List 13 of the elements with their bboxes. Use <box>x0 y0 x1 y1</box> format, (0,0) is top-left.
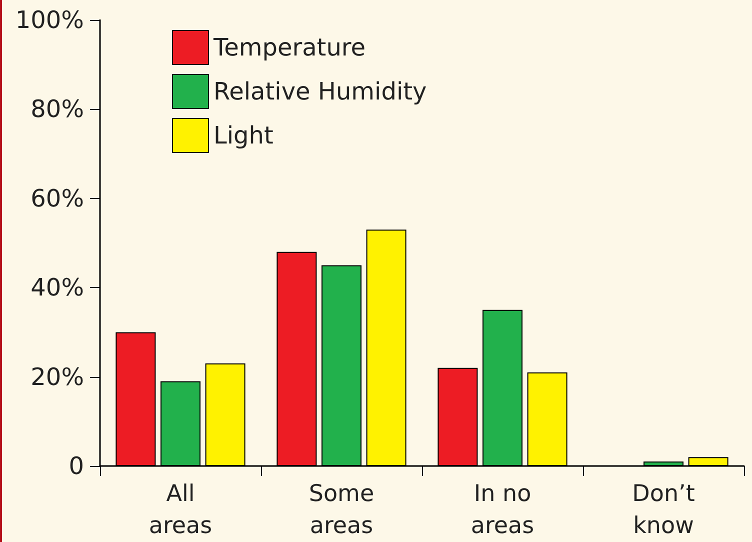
x-tick-label: In no areas <box>470 481 534 539</box>
y-tick-label: 80% <box>30 95 84 124</box>
y-tick-label: 40% <box>30 274 84 302</box>
y-tick-label: 100% <box>15 6 84 34</box>
y-tick-label: 60% <box>30 184 84 212</box>
y-tick-label: 0 <box>68 452 84 480</box>
legend-label: Relative Humidity <box>214 78 427 106</box>
legend-label: Temperature <box>212 34 366 62</box>
x-tick-label: All areas <box>148 481 212 539</box>
x-tick-label: Some areas <box>308 481 374 539</box>
x-tick-label: Don’t know <box>632 481 695 539</box>
y-tick-label: 20% <box>30 362 84 391</box>
legend-label: Light <box>214 122 274 150</box>
